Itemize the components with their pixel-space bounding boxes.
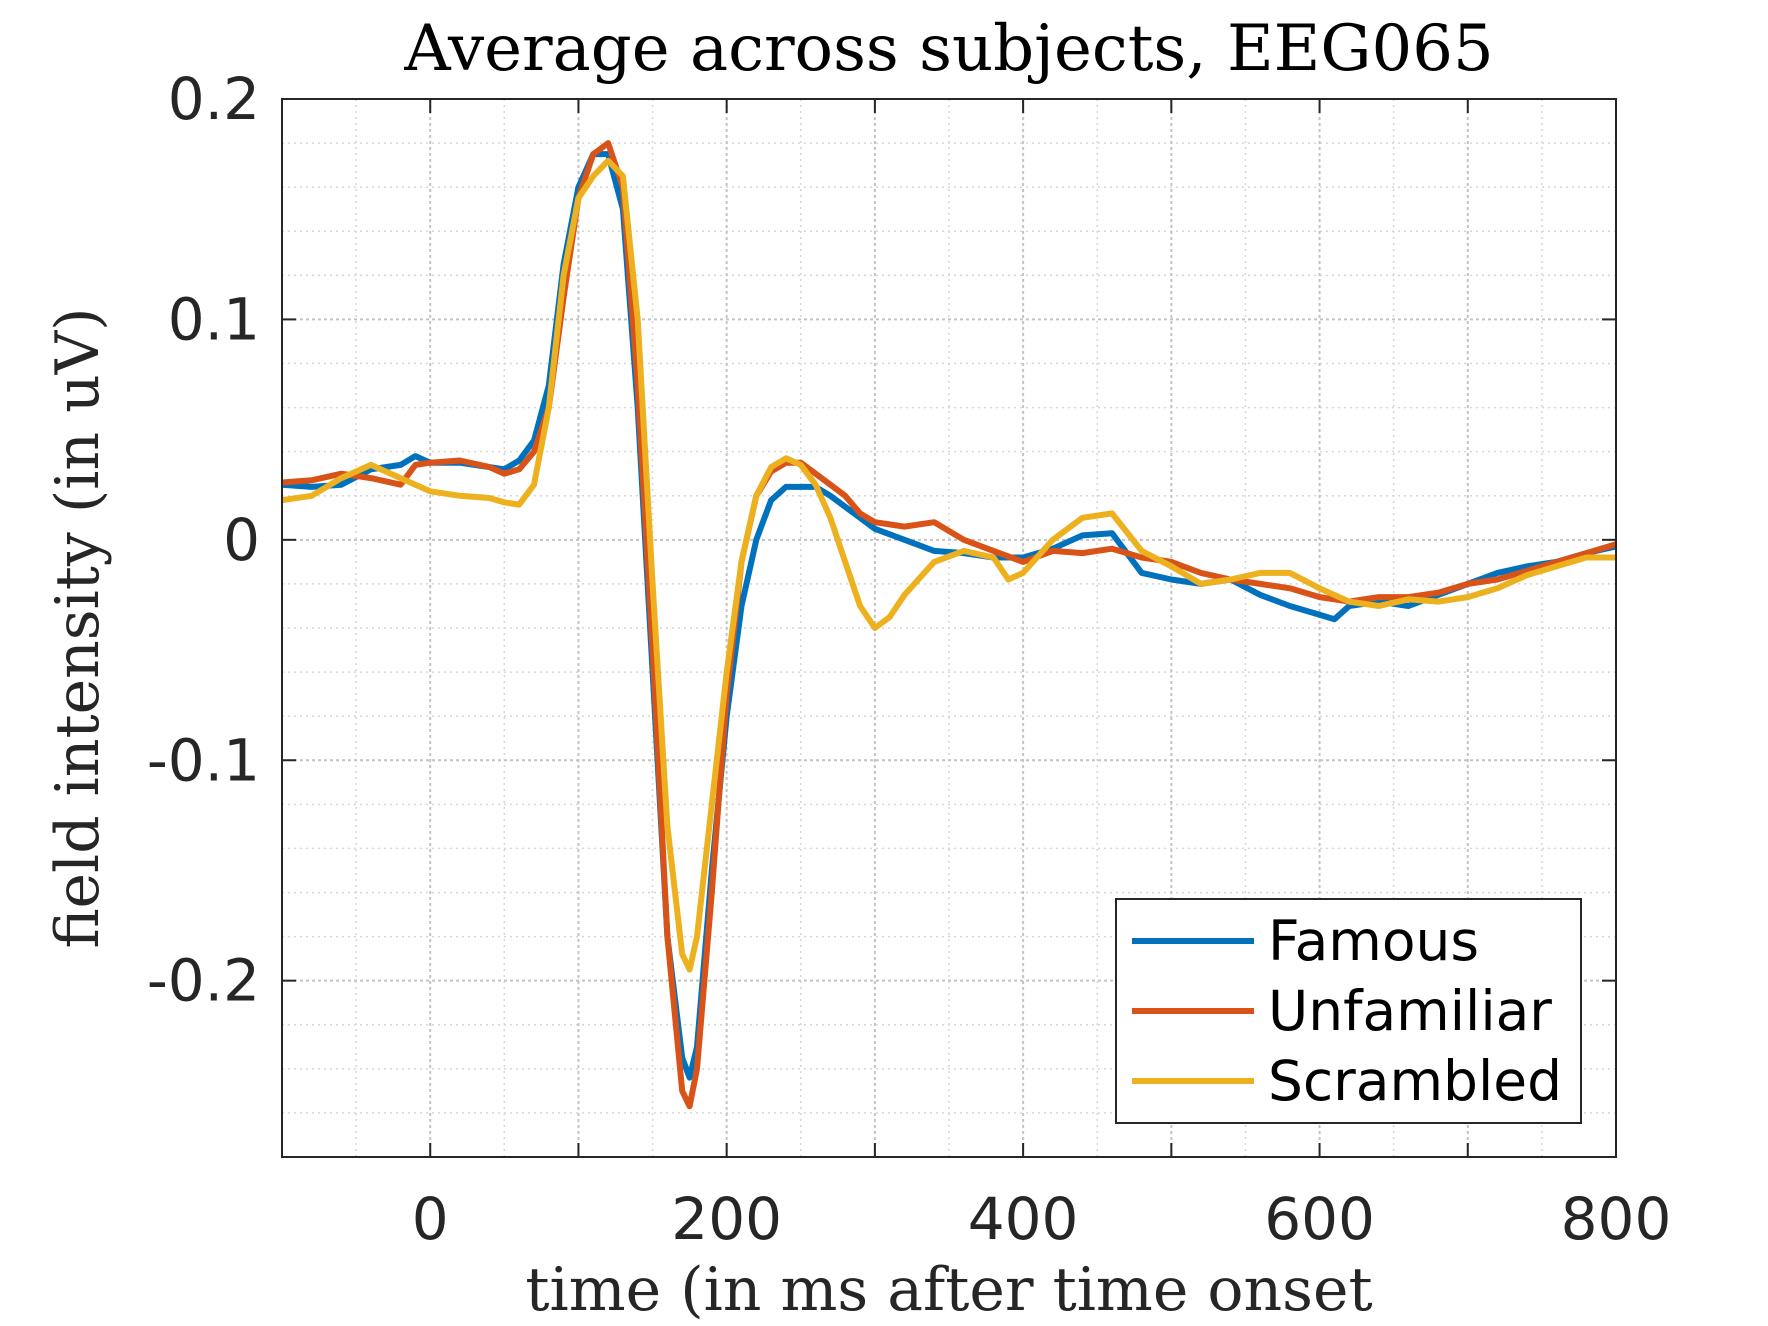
x-axis-label: time (in ms after time onset — [525, 1255, 1372, 1325]
legend-label-unfamiliar: Unfamiliar — [1268, 979, 1552, 1043]
axes — [281, 98, 1617, 1158]
x-tick-label: 800 — [1561, 1185, 1672, 1253]
legend-label-famous: Famous — [1268, 909, 1479, 973]
grid — [281, 98, 1617, 1158]
y-tick-label: -0.2 — [147, 947, 260, 1015]
series-line-famous — [282, 151, 1616, 1081]
series-line-scrambled — [282, 157, 1616, 973]
series-line-unfamiliar — [282, 140, 1616, 1110]
series-group — [282, 140, 1616, 1110]
y-axis-label: field intensity (in uV) — [43, 307, 113, 948]
x-tick-label: 600 — [1264, 1185, 1375, 1253]
y-tick-label: 0 — [223, 506, 260, 574]
y-tick-label: -0.1 — [147, 726, 260, 794]
chart-title: Average across subjects, EEG065 — [403, 12, 1493, 86]
tick-labels: 0 200 400 600 800 0.2 0.1 0 -0.1 -0.2 — [147, 65, 1672, 1253]
legend-label-scrambled: Scrambled — [1268, 1049, 1562, 1113]
y-tick-label: 0.1 — [168, 285, 260, 353]
x-tick-label: 400 — [968, 1185, 1079, 1253]
y-tick-label: 0.2 — [168, 65, 260, 133]
x-tick-label: 200 — [671, 1185, 782, 1253]
axes-box — [281, 98, 1617, 1158]
x-tick-label: 0 — [412, 1185, 449, 1253]
